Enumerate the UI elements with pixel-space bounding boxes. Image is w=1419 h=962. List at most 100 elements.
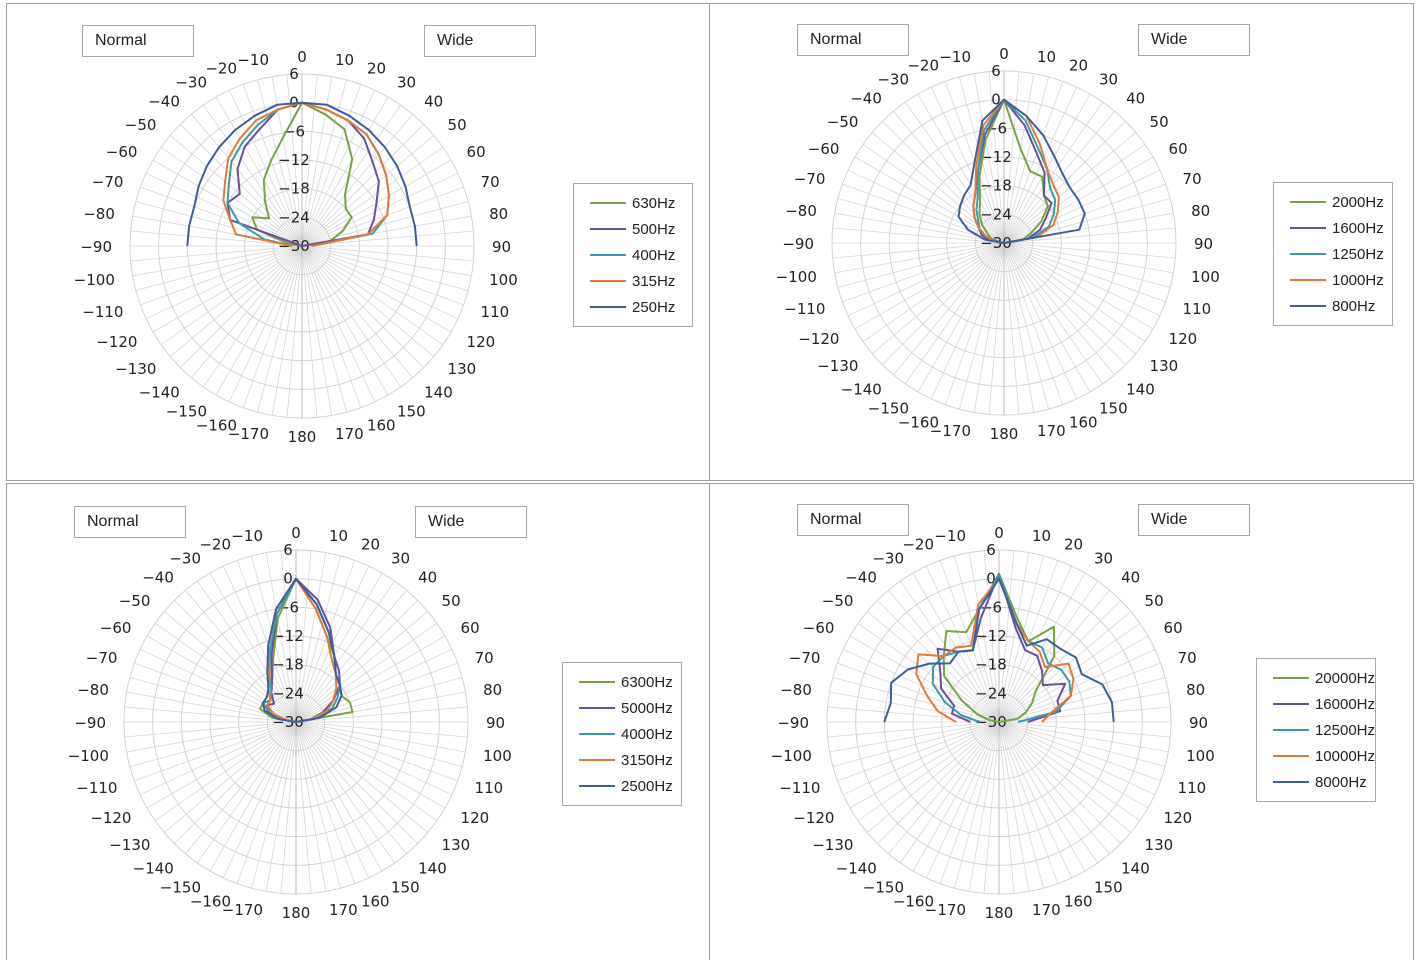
- legend-item: 5000Hz: [563, 695, 681, 721]
- angle-label: −150: [863, 879, 904, 897]
- ring-label: −30: [278, 237, 310, 255]
- legend-swatch: [590, 202, 626, 204]
- angle-label: 110: [1183, 300, 1212, 318]
- legend-label: 500Hz: [632, 220, 676, 238]
- angle-label: 90: [1194, 235, 1213, 253]
- angle-label: −60: [803, 619, 835, 637]
- angle-label: −30: [877, 70, 909, 88]
- angle-label: −170: [930, 422, 971, 440]
- angle-label: −100: [68, 747, 109, 765]
- legend-label: 3150Hz: [621, 751, 673, 769]
- angle-label: 70: [1183, 170, 1202, 188]
- angle-label: 40: [1121, 568, 1140, 586]
- angle-label: 90: [1189, 714, 1208, 732]
- angle-label: 20: [1069, 56, 1088, 74]
- series-line: [957, 98, 1086, 244]
- ring-label: 6: [289, 65, 299, 83]
- angle-label: −140: [836, 860, 877, 878]
- legend-swatch: [1273, 781, 1309, 783]
- legend: 2000Hz 1600Hz 1250Hz 1000Hz 800Hz: [1273, 182, 1393, 326]
- angle-label: 110: [475, 779, 504, 797]
- angle-label: 10: [1037, 48, 1056, 66]
- angle-label: −90: [782, 235, 814, 253]
- legend-swatch: [1273, 755, 1309, 757]
- angle-label: 120: [1169, 330, 1198, 348]
- angle-label: 140: [1121, 860, 1150, 878]
- angle-label: −70: [86, 649, 118, 667]
- angle-label: −10: [939, 48, 971, 66]
- angle-label: 100: [483, 747, 512, 765]
- angle-label: −120: [793, 809, 834, 827]
- angle-label: −60: [100, 619, 132, 637]
- legend-swatch: [579, 707, 615, 709]
- chart-panel-1: 6 0 −6 −12 −18 −24 −30 0 10 20 30 40 50 60 70 80 90 100 11…: [6, 3, 710, 481]
- angle-label: −100: [771, 747, 812, 765]
- legend-label: 315Hz: [632, 272, 676, 290]
- angle-label: 130: [1145, 836, 1174, 854]
- angle-label: 40: [418, 568, 437, 586]
- angle-label: −110: [779, 779, 820, 797]
- angle-label: 30: [397, 73, 416, 91]
- angle-label: 180: [282, 904, 311, 922]
- polar-plot: 60−6−12−18−24−300 10 203040506070809010011…: [74, 48, 518, 446]
- angle-label: −30: [872, 549, 904, 567]
- angle-label: 30: [1099, 70, 1118, 88]
- angle-label: 120: [461, 809, 490, 827]
- legend-label: 1250Hz: [1332, 245, 1384, 263]
- angle-label: −80: [785, 202, 817, 220]
- legend-swatch: [590, 280, 626, 282]
- angle-label: −120: [90, 809, 131, 827]
- angle-label: 160: [367, 417, 396, 435]
- angle-label: −10: [237, 51, 269, 69]
- legend-swatch: [579, 681, 615, 683]
- angle-label: −30: [175, 73, 207, 91]
- legend-label: 8000Hz: [1315, 773, 1367, 791]
- angle-label: 150: [397, 403, 426, 421]
- legend-item: 1000Hz: [1274, 267, 1392, 293]
- angle-label: −120: [798, 330, 839, 348]
- angle-label: 150: [391, 879, 420, 897]
- angle-label: −160: [190, 893, 231, 911]
- angle-label: −170: [925, 901, 966, 919]
- angle-label: 50: [1145, 592, 1164, 610]
- angle-label: −160: [196, 417, 237, 435]
- legend-label: 400Hz: [632, 246, 676, 264]
- legend-swatch: [1290, 227, 1326, 229]
- ring-label: 0: [283, 570, 293, 588]
- ring-label: −18: [980, 177, 1012, 195]
- angle-label: 150: [1094, 879, 1123, 897]
- angle-label: 160: [1069, 414, 1098, 432]
- ring-label: −18: [278, 180, 310, 198]
- legend-item: 315Hz: [574, 268, 692, 294]
- angle-label: −140: [139, 384, 180, 402]
- legend: 6300Hz 5000Hz 4000Hz 3150Hz 2500Hz: [562, 662, 682, 806]
- legend-item: 2500Hz: [563, 773, 681, 799]
- angle-label: 0: [297, 48, 307, 66]
- angle-label: −110: [76, 779, 117, 797]
- legend-swatch: [579, 759, 615, 761]
- angle-label: 170: [1032, 901, 1061, 919]
- legend-label: 20000Hz: [1314, 669, 1375, 687]
- angle-label: 80: [489, 205, 508, 223]
- angle-label: −90: [80, 238, 112, 256]
- angle-label: −110: [82, 303, 123, 321]
- angle-label: 180: [990, 425, 1019, 443]
- legend-item: 8000Hz: [1257, 769, 1375, 795]
- legend-swatch: [590, 306, 626, 308]
- angle-label: −170: [222, 901, 263, 919]
- angle-label: −140: [841, 381, 882, 399]
- angle-label: 50: [1150, 113, 1169, 131]
- angle-label: −70: [794, 170, 826, 188]
- angle-label: 60: [1169, 140, 1188, 158]
- angle-label: 0: [994, 524, 1004, 542]
- ring-label: −24: [975, 684, 1007, 702]
- angle-label: −140: [133, 860, 174, 878]
- ring-label: −12: [980, 148, 1012, 166]
- angle-label: −60: [106, 143, 138, 161]
- legend: 20000Hz 16000Hz 12500Hz 10000Hz 8000Hz: [1256, 658, 1376, 802]
- ring-label: 0: [986, 570, 996, 588]
- series-line: [883, 577, 1115, 723]
- angle-label: 170: [1037, 422, 1066, 440]
- angle-label: −80: [780, 681, 812, 699]
- angle-label: −100: [74, 271, 115, 289]
